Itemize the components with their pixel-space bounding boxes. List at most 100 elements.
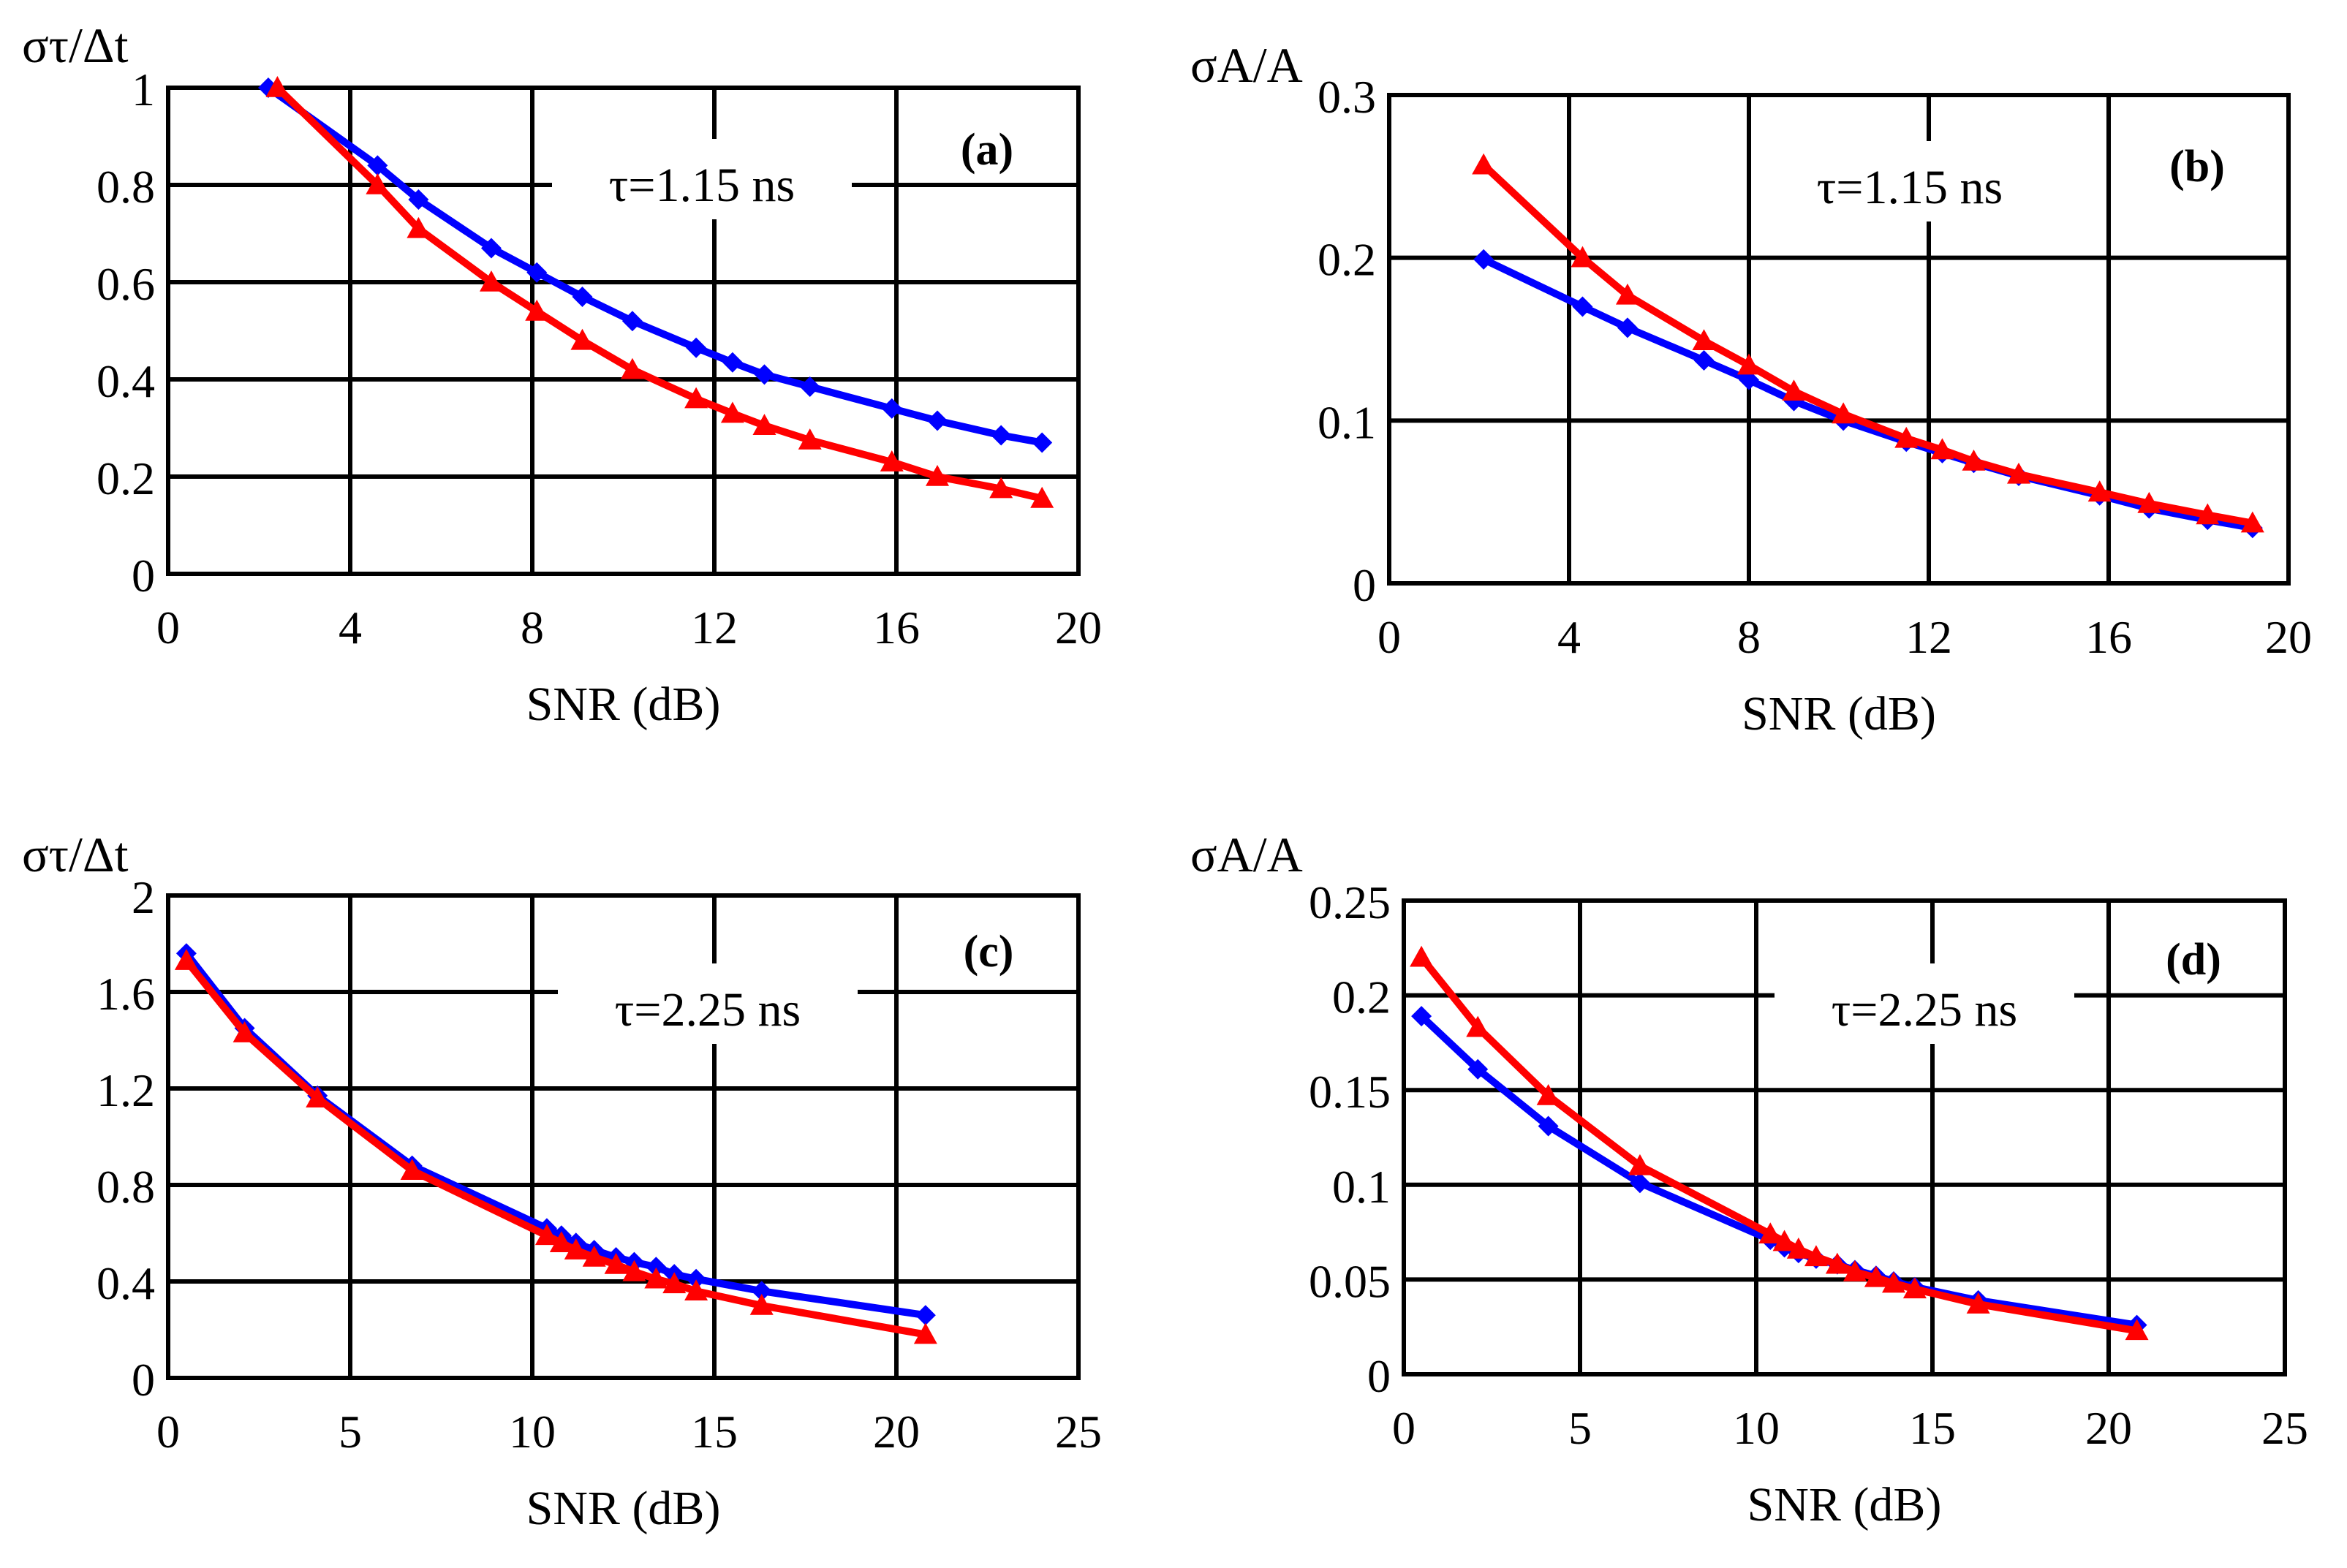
data-point-triangle [720, 401, 744, 423]
data-point-triangle [1843, 1260, 1867, 1281]
data-point-triangle [2125, 1319, 2149, 1341]
y-tick-label: 2 [132, 871, 155, 923]
plot-frame [166, 86, 1081, 576]
data-point-triangle [1864, 1265, 1888, 1287]
data-point-triangle [1804, 1245, 1828, 1267]
data-point-diamond [686, 1268, 707, 1289]
data-point-triangle [2137, 491, 2161, 513]
data-point-triangle [880, 450, 904, 471]
x-tick-label: 8 [1737, 611, 1761, 663]
y-tick-label: 0 [132, 1354, 155, 1406]
y-tick-label: 1.6 [97, 968, 155, 1020]
x-tick-label: 12 [691, 602, 738, 654]
y-tick-label: 0.2 [97, 452, 155, 504]
data-point-triangle [2196, 503, 2220, 525]
y-tick-label: 1.2 [97, 1064, 155, 1116]
x-tick-label: 16 [873, 602, 920, 654]
plot-frame [1402, 898, 2287, 1376]
data-point-triangle [2240, 511, 2264, 533]
data-point-diamond [646, 1257, 667, 1278]
x-axis-label: SNR (dB) [1742, 687, 1936, 741]
data-point-diamond [1467, 1058, 1489, 1080]
x-tick-label: 20 [1055, 602, 1102, 654]
annotation-background [552, 139, 852, 219]
data-point-diamond [480, 238, 502, 259]
x-tick-label: 0 [156, 602, 180, 654]
chart-panel-3: τ=2.25 ns (d) 0 5 10 15 20 25 0 0.05 0.1 0.15 0.2 0.2… [1190, 827, 2308, 1531]
data-point-triangle [1962, 450, 1986, 471]
y-axis-label: σA/A [1190, 37, 1303, 93]
y-tick-label: 0.3 [1318, 71, 1376, 123]
annotation-background [1760, 141, 2060, 221]
data-point-diamond [1411, 1006, 1432, 1027]
x-tick-label: 10 [509, 1406, 556, 1458]
data-point-triangle [525, 299, 549, 321]
data-point-diamond [621, 311, 643, 332]
panel-label: (c) [964, 927, 1014, 977]
data-point-triangle [1772, 1230, 1796, 1251]
data-point-triangle [1966, 1292, 1990, 1314]
annotation-text: τ=1.15 ns [609, 159, 795, 212]
data-point-triangle [989, 477, 1013, 499]
data-point-triangle [752, 414, 776, 435]
y-tick-label: 0.8 [97, 161, 155, 213]
data-point-triangle [620, 357, 644, 379]
data-point-diamond [1572, 296, 1593, 317]
data-point-diamond [927, 410, 948, 431]
x-axis-label: SNR (dB) [526, 1482, 721, 1535]
data-point-diamond [751, 1281, 772, 1302]
y-tick-label: 0.2 [1318, 234, 1376, 286]
data-point-triangle [479, 270, 503, 292]
x-tick-label: 20 [2265, 611, 2312, 663]
y-tick-label: 0.1 [1318, 396, 1376, 448]
data-point-triangle [2087, 480, 2112, 502]
x-tick-label: 4 [339, 602, 362, 654]
data-point-triangle [1536, 1083, 1560, 1105]
series-line-blue [1480, 255, 2256, 532]
y-tick-label: 0 [132, 550, 155, 602]
data-point-diamond [722, 352, 743, 373]
y-tick-label: 0.4 [97, 355, 155, 407]
x-tick-label: 20 [2085, 1402, 2132, 1454]
data-point-diamond [1032, 432, 1053, 453]
data-point-diamond [686, 337, 707, 358]
data-point-triangle [913, 1322, 937, 1344]
y-tick-label: 0.6 [97, 258, 155, 310]
data-point-triangle [1615, 283, 1639, 305]
x-tick-label: 5 [1568, 1402, 1592, 1454]
data-point-triangle [1410, 945, 1434, 967]
x-tick-label: 0 [156, 1406, 180, 1458]
data-point-diamond [408, 189, 429, 210]
data-point-triangle [1466, 1015, 1490, 1037]
y-tick-label: 0.15 [1309, 1066, 1391, 1118]
data-point-triangle [1832, 402, 1856, 424]
y-axis-label: στ/Δt [22, 827, 129, 882]
y-axis-label: σA/A [1190, 827, 1303, 882]
data-point-triangle [366, 173, 390, 194]
x-tick-label: 12 [1905, 611, 1952, 663]
data-point-diamond [1629, 1173, 1650, 1194]
x-tick-label: 10 [1733, 1402, 1780, 1454]
data-point-diamond [572, 286, 593, 307]
data-point-triangle [644, 1267, 668, 1289]
plot-frame [1387, 93, 2291, 586]
data-point-triangle [570, 328, 594, 350]
data-point-triangle [549, 1231, 573, 1252]
data-point-diamond [799, 376, 820, 397]
annotation-text: τ=2.25 ns [615, 983, 801, 1037]
data-point-triangle [1825, 1252, 1849, 1274]
data-point-triangle [407, 216, 431, 238]
x-tick-label: 0 [1377, 611, 1401, 663]
data-point-triangle [1628, 1154, 1652, 1175]
data-point-triangle [604, 1252, 628, 1274]
x-tick-label: 16 [2085, 611, 2132, 663]
annotation-background [1775, 963, 2074, 1044]
y-tick-label: 1 [132, 64, 155, 115]
y-tick-label: 0.25 [1309, 876, 1391, 928]
data-point-triangle [1692, 329, 1716, 351]
panel-label: (b) [2169, 142, 2225, 192]
x-tick-label: 15 [1909, 1402, 1956, 1454]
data-point-triangle [798, 428, 822, 450]
data-point-diamond [991, 425, 1012, 446]
plot-frame [166, 893, 1081, 1380]
